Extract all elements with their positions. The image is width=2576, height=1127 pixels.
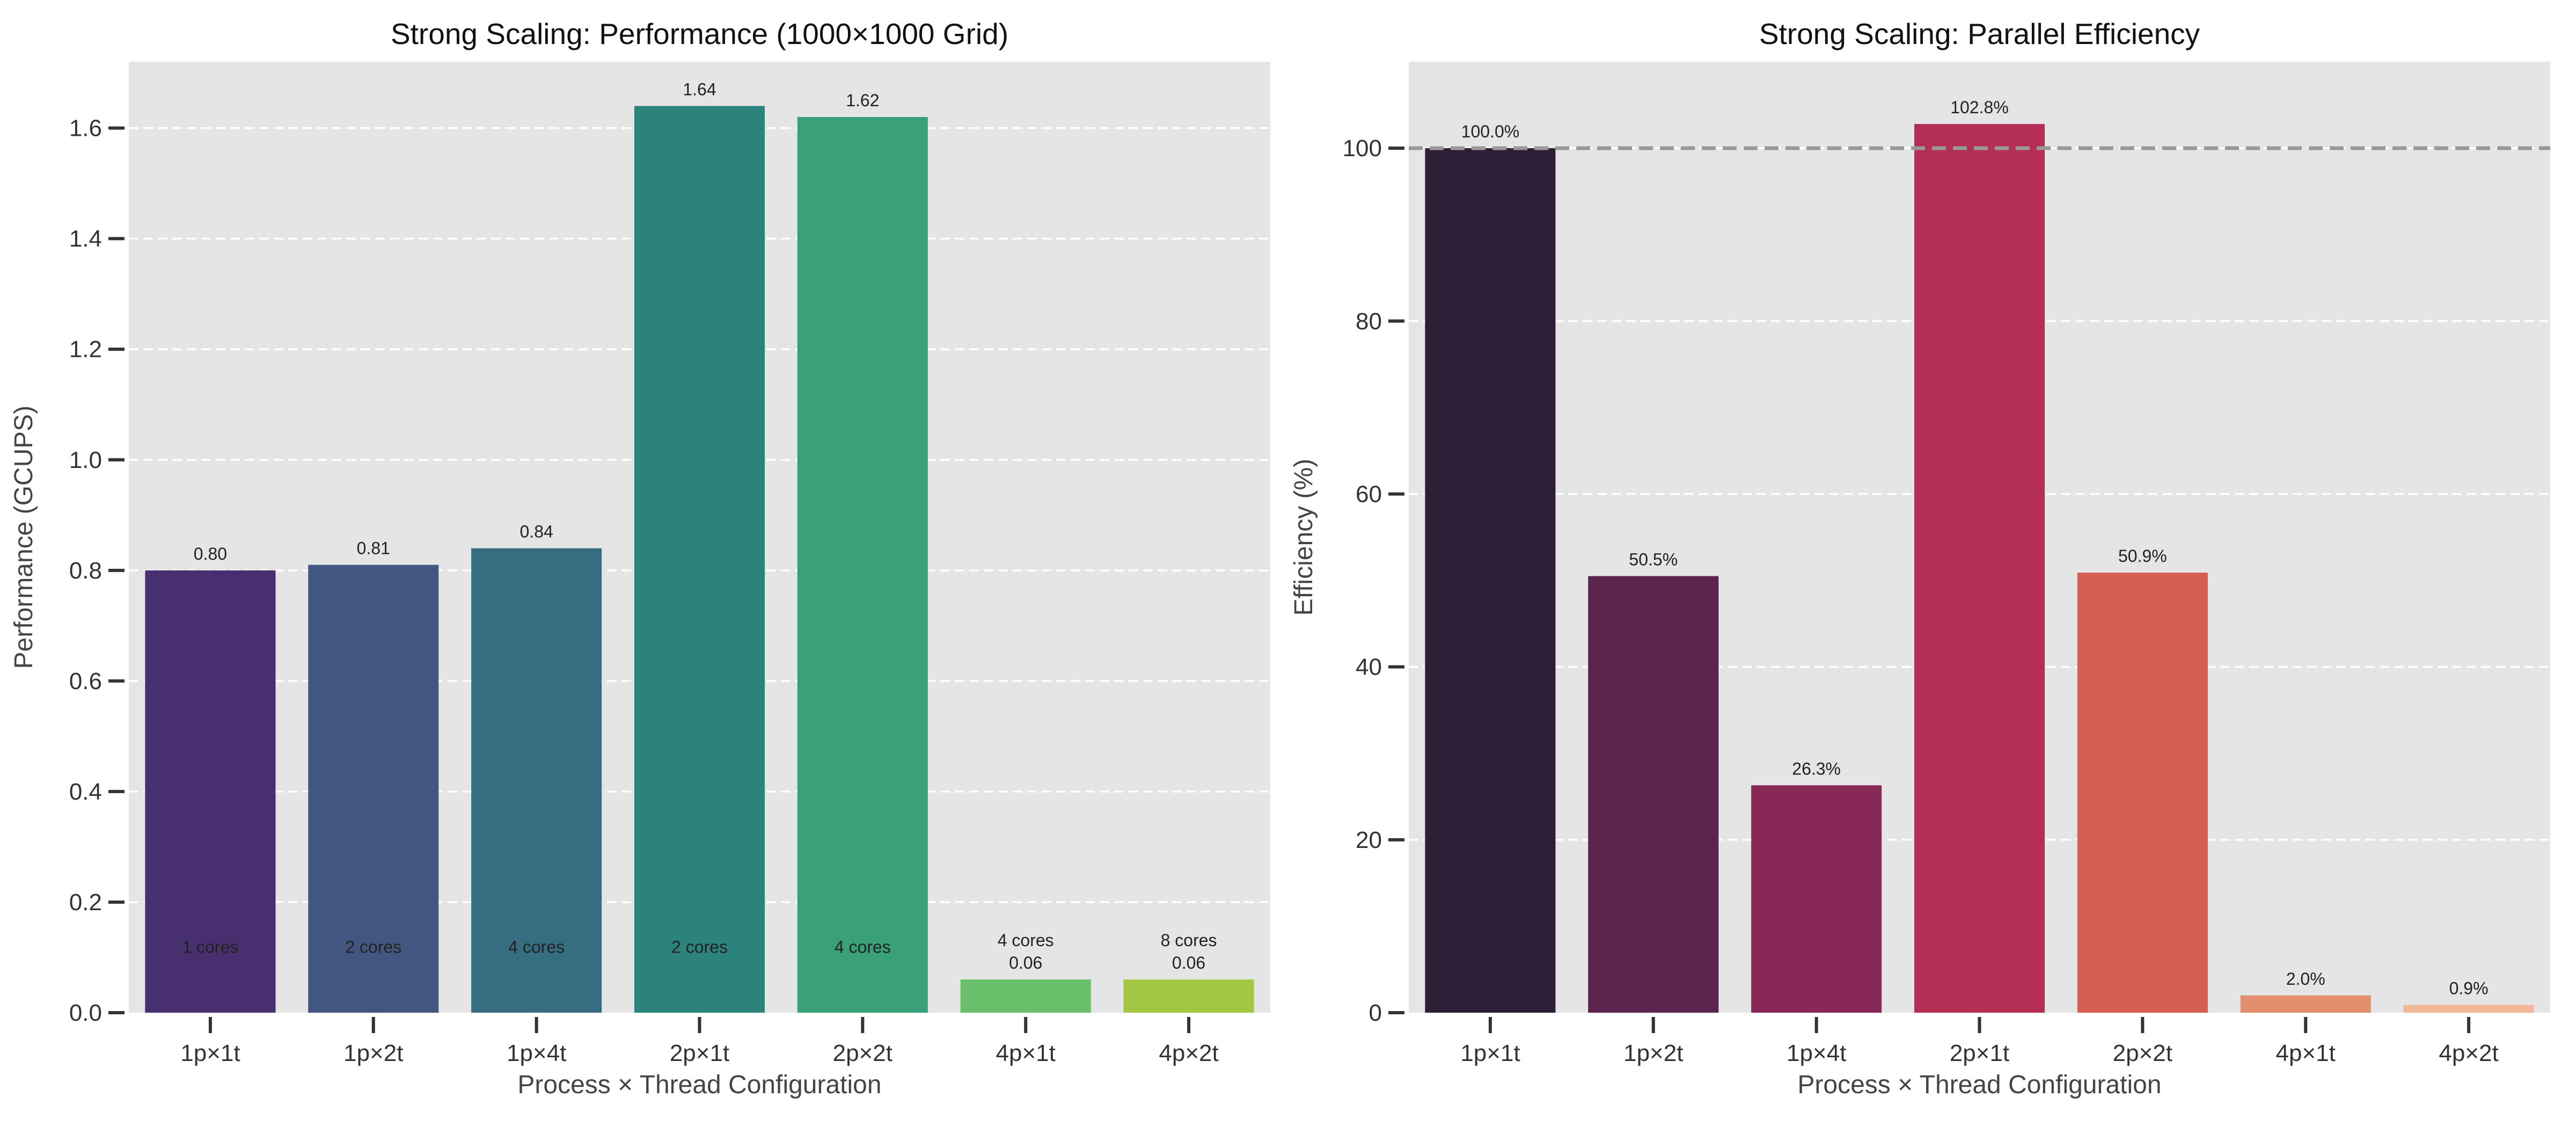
performance-core-label: 2 cores xyxy=(671,937,728,956)
efficiency-bar xyxy=(1588,576,1719,1013)
efficiency-x-tick-label: 2p×2t xyxy=(2113,1040,2172,1066)
performance-chart-title: Strong Scaling: Performance (1000×1000 G… xyxy=(391,17,1008,50)
performance-y-tick-label: 1.6 xyxy=(69,115,102,142)
performance-x-tick-label: 1p×4t xyxy=(507,1040,566,1066)
performance-y-tick-label: 0.0 xyxy=(69,1000,102,1026)
efficiency-y-tick-label: 40 xyxy=(1356,654,1382,680)
performance-chart: 0.80 1 cores 0.81 2 cores 0.84 4 cores 1.64 2 c… xyxy=(10,17,1270,1099)
performance-bar xyxy=(471,548,602,1013)
efficiency-x-axis-label: Process × Thread Configuration xyxy=(1797,1071,2161,1099)
performance-y-tick-label: 0.6 xyxy=(69,668,102,694)
efficiency-value-label: 50.9% xyxy=(2118,546,2167,566)
performance-y-axis: 0.0 0.2 0.4 0.6 0.8 1.0 1.2 1.4 1.6 xyxy=(69,115,125,1026)
performance-bar xyxy=(634,106,765,1013)
efficiency-x-axis: 1p×1t 1p×2t 1p×4t 2p×1t 2p×2t 4p×1t 4p×2t xyxy=(1460,1017,2499,1066)
efficiency-bars: 100.0% 50.5% 26.3% 102.8% 50.9% 2.0% 0.9% xyxy=(1425,98,2534,1013)
efficiency-y-axis-label: Efficiency (%) xyxy=(1290,459,1318,616)
performance-bar xyxy=(145,570,276,1013)
performance-y-tick-label: 0.8 xyxy=(69,558,102,584)
efficiency-chart-title: Strong Scaling: Parallel Efficiency xyxy=(1759,17,2200,50)
performance-y-tick-label: 1.2 xyxy=(69,336,102,363)
efficiency-y-axis: 0 20 40 60 80 100 xyxy=(1343,135,1404,1026)
performance-core-label: 2 cores xyxy=(345,937,401,956)
performance-x-tick-label: 2p×1t xyxy=(670,1040,729,1066)
efficiency-y-tick-label: 0 xyxy=(1369,1000,1382,1026)
efficiency-x-tick-label: 4p×1t xyxy=(2276,1040,2336,1066)
efficiency-bar xyxy=(2240,995,2371,1013)
performance-x-tick-label: 4p×2t xyxy=(1159,1040,1218,1066)
efficiency-x-tick-label: 4p×2t xyxy=(2439,1040,2498,1066)
performance-core-label: 1 cores xyxy=(182,937,238,956)
performance-core-label: 4 cores xyxy=(998,931,1054,950)
efficiency-value-label: 50.5% xyxy=(1629,550,1678,569)
efficiency-y-tick-label: 100 xyxy=(1343,135,1382,162)
performance-value-label: 0.84 xyxy=(520,522,553,541)
efficiency-bar xyxy=(2403,1005,2534,1013)
performance-bar xyxy=(797,117,928,1013)
efficiency-bar xyxy=(2077,573,2208,1013)
efficiency-x-tick-label: 1p×1t xyxy=(1460,1040,1520,1066)
performance-x-tick-label: 1p×1t xyxy=(180,1040,240,1066)
efficiency-value-label: 2.0% xyxy=(2286,969,2325,989)
performance-x-tick-label: 2p×2t xyxy=(833,1040,892,1066)
efficiency-y-tick-label: 60 xyxy=(1356,481,1382,507)
performance-x-axis-label: Process × Thread Configuration xyxy=(517,1071,881,1099)
efficiency-x-tick-label: 1p×2t xyxy=(1623,1040,1683,1066)
performance-y-tick-label: 1.4 xyxy=(69,226,102,252)
performance-core-label: 4 cores xyxy=(835,937,891,956)
performance-y-tick-label: 1.0 xyxy=(69,447,102,473)
performance-value-label: 0.81 xyxy=(357,539,390,558)
performance-core-label: 4 cores xyxy=(508,937,565,956)
performance-value-label: 1.64 xyxy=(683,79,716,99)
efficiency-value-label: 26.3% xyxy=(1792,759,1841,778)
efficiency-x-tick-label: 1p×4t xyxy=(1787,1040,1846,1066)
performance-x-tick-label: 1p×2t xyxy=(343,1040,403,1066)
performance-value-label: 0.80 xyxy=(194,544,227,564)
performance-bar xyxy=(308,565,439,1013)
performance-x-axis: 1p×1t 1p×2t 1p×4t 2p×1t 2p×2t 4p×1t 4p×2t xyxy=(180,1017,1219,1066)
efficiency-bar xyxy=(1914,123,2045,1013)
efficiency-y-tick-label: 20 xyxy=(1356,827,1382,853)
efficiency-bar xyxy=(1425,148,1556,1013)
efficiency-value-label: 0.9% xyxy=(2449,979,2489,998)
performance-y-axis-label: Performance (GCUPS) xyxy=(10,406,38,669)
efficiency-y-tick-label: 80 xyxy=(1356,308,1382,334)
performance-value-label: 0.06 xyxy=(1009,953,1042,972)
efficiency-chart: 100.0% 50.5% 26.3% 102.8% 50.9% 2.0% 0.9% 0 20 4… xyxy=(1290,17,2550,1099)
performance-value-label: 0.06 xyxy=(1172,953,1205,972)
performance-y-tick-label: 0.4 xyxy=(69,779,102,805)
performance-bar xyxy=(1123,979,1254,1013)
performance-value-label: 1.62 xyxy=(846,91,879,110)
efficiency-bar xyxy=(1751,785,1882,1013)
performance-y-tick-label: 0.2 xyxy=(69,889,102,916)
performance-x-tick-label: 4p×1t xyxy=(996,1040,1056,1066)
performance-core-label: 8 cores xyxy=(1161,931,1217,950)
performance-bar xyxy=(960,979,1091,1013)
efficiency-value-label: 102.8% xyxy=(1950,98,2009,117)
efficiency-x-tick-label: 2p×1t xyxy=(1950,1040,2009,1066)
efficiency-value-label: 100.0% xyxy=(1461,122,1520,141)
performance-bars: 0.80 1 cores 0.81 2 cores 0.84 4 cores 1.64 2 c… xyxy=(145,79,1254,1013)
